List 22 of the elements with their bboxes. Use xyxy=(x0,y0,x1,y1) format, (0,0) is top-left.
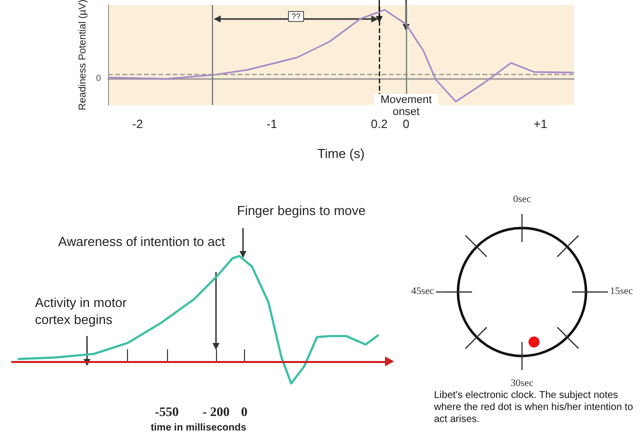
text: 0sec xyxy=(512,194,532,205)
annotation: Movement onset xyxy=(374,94,438,118)
x-tick-label: -2 xyxy=(132,117,144,131)
x-tick-label: 0 xyxy=(240,404,248,420)
x-tick-label: -1 xyxy=(266,117,278,131)
text: Libet's electronic clock. The subject notes where the red dot is when his/her intention to act arises. xyxy=(434,390,634,426)
annotation: ?? xyxy=(288,11,304,22)
text: 45sec xyxy=(411,286,434,297)
text: Awareness of intention to act xyxy=(57,233,225,250)
x-tick-label: 0 xyxy=(402,117,410,131)
text: 15sec xyxy=(610,286,633,297)
text: 30sec xyxy=(510,378,534,389)
annotation: Activity in motor cortex begins xyxy=(35,294,128,328)
x-tick-label: 0.2 xyxy=(370,117,388,131)
text: Finger begins to move xyxy=(237,202,367,219)
x-axis-title: time in milliseconds xyxy=(150,422,247,434)
x-tick-label: - 200 xyxy=(202,404,230,420)
x-axis-title: Time (s) xyxy=(317,146,365,161)
x-tick-label: +1 xyxy=(534,117,548,131)
y-axis-title: Readiness Potential (µV) xyxy=(78,0,88,110)
text: 0 xyxy=(96,72,101,83)
x-tick-label: -550 xyxy=(154,404,179,420)
